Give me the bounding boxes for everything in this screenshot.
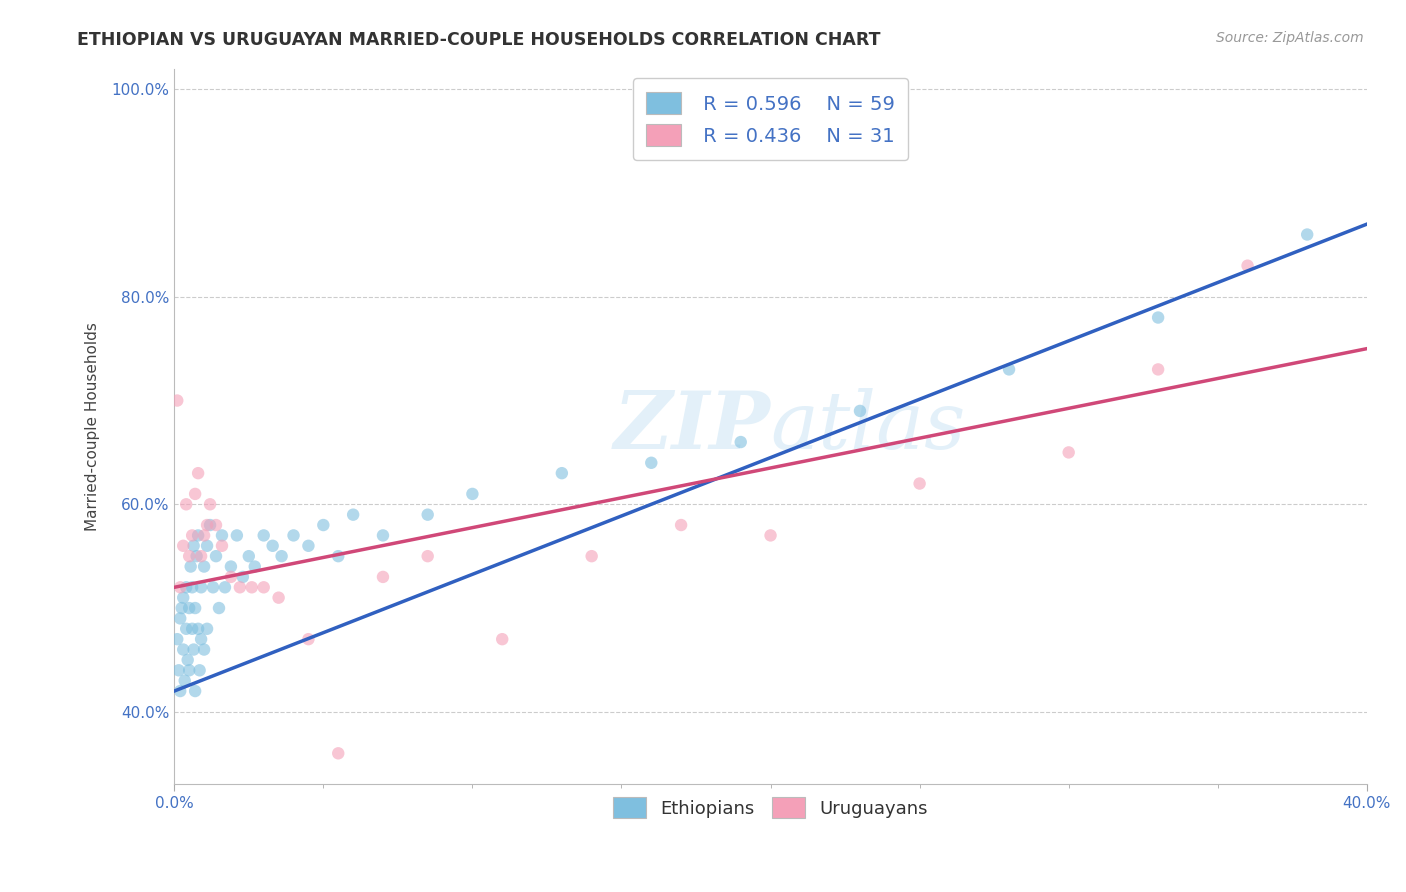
Point (183, 642, 205, 657)
Point (342, 508, 364, 522)
Point (173, 673, 195, 688)
Point (1147, 362, 1170, 376)
Point (187, 466, 209, 480)
Point (211, 528, 233, 542)
Point (270, 549, 292, 564)
Text: Source: ZipAtlas.com: Source: ZipAtlas.com (1216, 31, 1364, 45)
Point (186, 549, 208, 564)
Point (371, 528, 394, 542)
Point (174, 580, 197, 594)
Point (172, 591, 194, 605)
Point (202, 580, 225, 594)
Point (190, 632, 212, 647)
Point (208, 601, 231, 615)
Point (225, 528, 247, 542)
Point (179, 601, 201, 615)
Point (179, 549, 201, 564)
Point (214, 580, 236, 594)
Text: ZIP: ZIP (613, 388, 770, 466)
Point (416, 508, 439, 522)
Point (297, 539, 319, 553)
Point (640, 456, 662, 470)
Point (176, 653, 198, 667)
Point (193, 528, 215, 542)
Point (669, 518, 692, 533)
Point (184, 487, 207, 501)
Point (166, 632, 188, 647)
Point (195, 539, 218, 553)
Point (371, 570, 394, 584)
Text: atlas: atlas (770, 388, 966, 466)
Point (219, 559, 242, 574)
Point (908, 476, 931, 491)
Point (172, 539, 194, 553)
Point (195, 622, 218, 636)
Point (849, 404, 872, 418)
Point (167, 663, 190, 677)
Point (730, 435, 752, 450)
Point (190, 549, 212, 564)
Point (253, 580, 276, 594)
Point (581, 549, 603, 564)
Point (179, 663, 201, 677)
Point (211, 539, 233, 553)
Point (181, 622, 204, 636)
Point (1296, 227, 1319, 242)
Point (172, 642, 194, 657)
Point (283, 528, 305, 542)
Point (187, 528, 209, 542)
Point (1236, 259, 1258, 273)
Point (205, 518, 228, 533)
Point (187, 622, 209, 636)
Point (229, 580, 252, 594)
Point (170, 601, 193, 615)
Point (1147, 310, 1170, 325)
Point (297, 632, 319, 647)
Point (169, 611, 191, 625)
Point (262, 539, 284, 553)
Point (1057, 445, 1080, 459)
Legend: Ethiopians, Uruguayans: Ethiopians, Uruguayans (606, 790, 935, 825)
Point (190, 580, 212, 594)
Point (205, 549, 228, 564)
Point (219, 570, 242, 584)
Point (328, 747, 350, 761)
Point (169, 684, 191, 698)
Point (416, 549, 439, 564)
Point (193, 642, 215, 657)
Point (166, 393, 188, 408)
Point (998, 362, 1021, 376)
Point (267, 591, 290, 605)
Point (240, 580, 263, 594)
Point (238, 549, 260, 564)
Point (174, 497, 197, 511)
Point (253, 528, 276, 542)
Point (180, 559, 202, 574)
Point (184, 601, 207, 615)
Point (491, 632, 513, 647)
Point (195, 518, 218, 533)
Point (181, 580, 204, 594)
Point (243, 559, 266, 574)
Point (184, 684, 207, 698)
Point (198, 497, 221, 511)
Point (188, 663, 211, 677)
Point (181, 528, 204, 542)
Point (312, 518, 335, 533)
Text: ETHIOPIAN VS URUGUAYAN MARRIED-COUPLE HOUSEHOLDS CORRELATION CHART: ETHIOPIAN VS URUGUAYAN MARRIED-COUPLE HO… (77, 31, 880, 49)
Point (174, 622, 197, 636)
Point (759, 528, 782, 542)
Point (232, 570, 254, 584)
Point (183, 539, 205, 553)
Point (328, 549, 350, 564)
Point (461, 487, 484, 501)
Point (193, 559, 215, 574)
Point (169, 580, 191, 594)
Point (551, 466, 574, 480)
Y-axis label: Married-couple Households: Married-couple Households (86, 322, 100, 531)
Point (198, 518, 221, 533)
